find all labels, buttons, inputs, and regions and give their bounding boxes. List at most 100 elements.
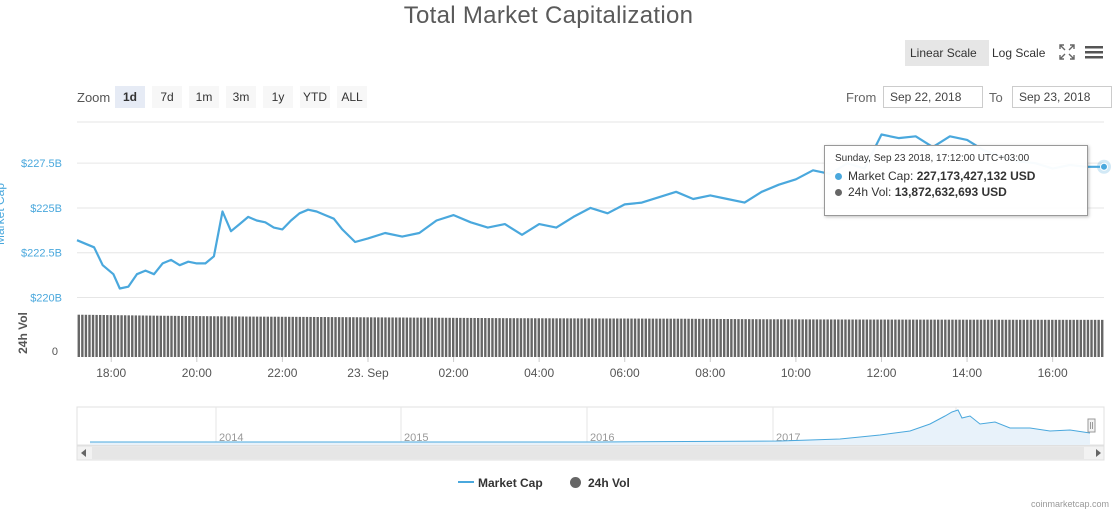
credit-link[interactable]: coinmarketcap.com xyxy=(1030,499,1109,509)
volume-bar xyxy=(116,315,120,357)
volume-bar xyxy=(480,318,483,357)
to-date-input[interactable]: Sep 23, 2018 xyxy=(1012,86,1112,108)
volume-bar xyxy=(1058,319,1061,357)
volume-bar xyxy=(1068,319,1072,357)
volume-bar xyxy=(355,317,359,357)
volume-bar xyxy=(444,317,448,357)
from-date-input[interactable]: Sep 22, 2018 xyxy=(883,86,983,108)
zoom-1d-button[interactable]: 1d xyxy=(115,86,145,108)
hover-marker-point xyxy=(1100,162,1108,171)
volume-bar xyxy=(473,317,476,357)
scrollbar-track xyxy=(92,447,1084,459)
volume-bar xyxy=(516,318,519,357)
volume-bar xyxy=(1008,319,1011,357)
volume-bar xyxy=(787,319,790,357)
x-tick-label: 10:00 xyxy=(781,366,811,380)
volume-bar xyxy=(469,317,473,357)
volume-bar xyxy=(772,319,776,357)
volume-bar xyxy=(780,319,783,357)
volume-bar xyxy=(566,318,569,357)
volume-bar xyxy=(216,316,220,357)
zoom-ytd-button[interactable]: YTD xyxy=(300,86,330,108)
fullscreen-icon[interactable] xyxy=(1059,44,1075,60)
volume-bar xyxy=(1015,319,1018,357)
volume-bar xyxy=(184,315,187,357)
volume-bar xyxy=(562,318,565,357)
volume-bar xyxy=(159,315,162,357)
volume-bar xyxy=(765,319,769,357)
volume-bar xyxy=(837,319,840,357)
volume-bar xyxy=(305,316,309,357)
zoom-3m-button[interactable]: 3m xyxy=(226,86,256,108)
volume-bar xyxy=(109,315,113,357)
volume-bar xyxy=(455,317,458,357)
volume-bar xyxy=(908,319,911,357)
volume-bar xyxy=(163,315,166,357)
tooltip-date: Sunday, Sep 23 2018, 17:12:00 UTC+03:00 xyxy=(835,153,1030,164)
volume-bar xyxy=(519,318,523,357)
volume-bar xyxy=(138,315,141,357)
volume-bar xyxy=(737,319,740,357)
volume-bar xyxy=(309,316,312,357)
x-tick-label: 22:00 xyxy=(267,366,297,380)
scroll-left-arrow-icon[interactable] xyxy=(81,449,86,457)
volume-bar xyxy=(384,317,387,357)
volume-bar xyxy=(826,319,829,357)
volume-bar xyxy=(1051,319,1054,357)
volume-bar xyxy=(626,318,630,357)
volume-bar xyxy=(188,316,191,357)
volume-bar xyxy=(298,316,302,357)
volume-bar xyxy=(997,319,1000,357)
chart-title: Total Market Capitalization xyxy=(403,2,694,29)
volume-bar xyxy=(148,315,152,357)
linear-scale-button[interactable]: Linear Scale xyxy=(905,40,989,66)
volume-bar xyxy=(1054,319,1058,357)
volume-bar xyxy=(744,319,747,357)
volume-bar xyxy=(302,316,305,357)
volume-bar xyxy=(608,318,612,357)
from-label: From xyxy=(846,90,877,105)
volume-bar xyxy=(879,319,883,357)
zoom-all-button[interactable]: ALL xyxy=(337,86,367,108)
scroll-right-arrow-icon[interactable] xyxy=(1096,449,1101,457)
volume-bar xyxy=(694,318,697,357)
log-scale-button[interactable]: Log Scale xyxy=(992,46,1046,60)
volume-bar xyxy=(295,316,298,357)
legend-item-market-cap[interactable]: Market Cap xyxy=(458,476,543,490)
volume-bar xyxy=(730,319,733,357)
volume-bar xyxy=(958,319,961,357)
volume-bar xyxy=(373,317,376,357)
tooltip-volume-row: 24h Vol: 13,872,632,693 USD xyxy=(835,184,1077,200)
zoom-7d-button[interactable]: 7d xyxy=(152,86,182,108)
volume-bar xyxy=(98,314,102,357)
volume-bar xyxy=(209,316,212,357)
volume-bar xyxy=(712,318,715,357)
navigator-handle[interactable] xyxy=(1087,418,1096,433)
volume-bar xyxy=(434,317,437,357)
volume-bar xyxy=(341,317,344,357)
hamburger-menu-icon[interactable] xyxy=(1084,44,1104,60)
volume-bar xyxy=(459,317,462,357)
volume-bar xyxy=(669,318,672,357)
volume-bar xyxy=(220,316,223,357)
zoom-1y-button[interactable]: 1y xyxy=(263,86,293,108)
volume-bar xyxy=(576,318,580,357)
volume-bar xyxy=(320,317,323,357)
volume-bar xyxy=(81,314,84,357)
zoom-1m-button[interactable]: 1m xyxy=(189,86,219,108)
volume-bar xyxy=(986,319,990,357)
volume-bar xyxy=(915,319,918,357)
volume-bar xyxy=(894,319,897,357)
volume-bar xyxy=(762,319,765,357)
volume-bar xyxy=(726,319,729,357)
volume-bar xyxy=(487,318,491,357)
legend-volume-label: 24h Vol xyxy=(588,476,630,490)
volume-bar xyxy=(833,319,836,357)
volume-bar xyxy=(865,319,869,357)
navigator-year-label: 2015 xyxy=(404,432,428,444)
volume-bar xyxy=(887,319,890,357)
volume-bar xyxy=(1090,319,1093,357)
legend-item-volume[interactable]: 24h Vol xyxy=(570,476,630,490)
volume-bar xyxy=(723,319,726,357)
